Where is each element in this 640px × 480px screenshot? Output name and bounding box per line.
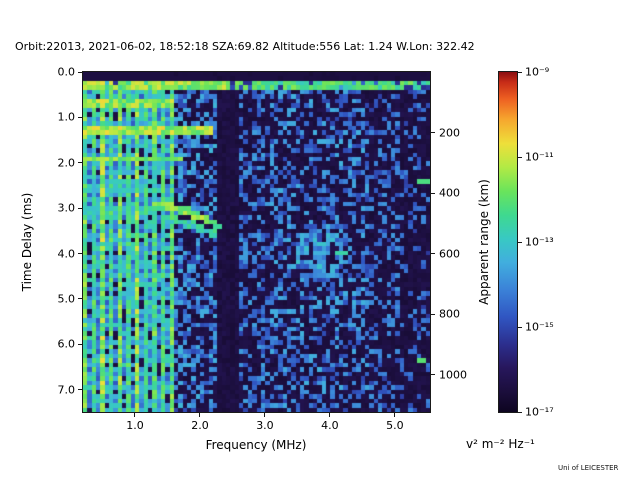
- right-axis-label: Apparent range (km): [477, 179, 491, 305]
- colorbar-tick-label: 10⁻⁹: [525, 65, 550, 79]
- y-tick-label: 1.0: [57, 110, 76, 124]
- colorbar-tick-label: 10⁻¹¹: [525, 150, 554, 164]
- x-tick-label: 3.0: [256, 419, 274, 432]
- y-tick-label: 3.0: [57, 201, 76, 215]
- range-tick-mark: [431, 253, 435, 255]
- y-tick-mark: [78, 116, 82, 118]
- range-tick-label: 400: [439, 186, 460, 200]
- x-tick-mark: [134, 413, 136, 417]
- range-tick-label: 200: [439, 126, 460, 140]
- y-tick-label: 6.0: [57, 337, 76, 351]
- colorbar-tick-mark: [518, 326, 522, 328]
- x-tick-mark: [329, 413, 331, 417]
- y-tick-mark: [78, 389, 82, 391]
- y-tick-mark: [78, 343, 82, 345]
- y-tick-label: 5.0: [57, 292, 76, 306]
- colorbar-unit-label: v² m⁻² Hz⁻¹: [466, 437, 535, 451]
- range-tick-label: 800: [439, 307, 460, 321]
- y-axis-label: Time Delay (ms): [20, 192, 34, 292]
- y-tick-label: 0.0: [57, 65, 76, 79]
- x-tick-label: 4.0: [321, 419, 339, 432]
- y-tick-label: 2.0: [57, 156, 76, 170]
- colorbar-tick-mark: [518, 156, 522, 158]
- colorbar: [498, 71, 518, 413]
- x-tick-mark: [199, 413, 201, 417]
- y-tick-label: 7.0: [57, 383, 76, 397]
- y-tick-label: 4.0: [57, 247, 76, 261]
- range-tick-label: 1000: [439, 368, 467, 382]
- heatmap-canvas: [83, 72, 430, 412]
- x-axis-label: Frequency (MHz): [205, 438, 307, 452]
- colorbar-tick-label: 10⁻¹³: [525, 235, 554, 249]
- colorbar-tick-mark: [518, 411, 522, 413]
- x-tick-mark: [264, 413, 266, 417]
- colorbar-tick-label: 10⁻¹⁵: [525, 320, 554, 334]
- x-tick-label: 2.0: [191, 419, 209, 432]
- range-tick-label: 600: [439, 247, 460, 261]
- y-tick-mark: [78, 298, 82, 300]
- y-tick-mark: [78, 162, 82, 164]
- colorbar-tick-mark: [518, 241, 522, 243]
- credit-text: Uni of LEICESTER: [558, 464, 619, 472]
- colorbar-tick-mark: [518, 71, 522, 73]
- x-tick-mark: [394, 413, 396, 417]
- range-tick-mark: [431, 192, 435, 194]
- plot-area: [82, 71, 431, 413]
- plot-title: Orbit:22013, 2021-06-02, 18:52:18 SZA:69…: [15, 40, 475, 53]
- y-tick-mark: [78, 207, 82, 209]
- range-tick-mark: [431, 374, 435, 376]
- x-tick-label: 5.0: [386, 419, 404, 432]
- range-tick-mark: [431, 313, 435, 315]
- y-tick-mark: [78, 253, 82, 255]
- colorbar-gradient: [499, 72, 517, 412]
- y-tick-mark: [78, 71, 82, 73]
- x-tick-label: 1.0: [126, 419, 144, 432]
- colorbar-tick-label: 10⁻¹⁷: [525, 405, 554, 419]
- range-tick-mark: [431, 132, 435, 134]
